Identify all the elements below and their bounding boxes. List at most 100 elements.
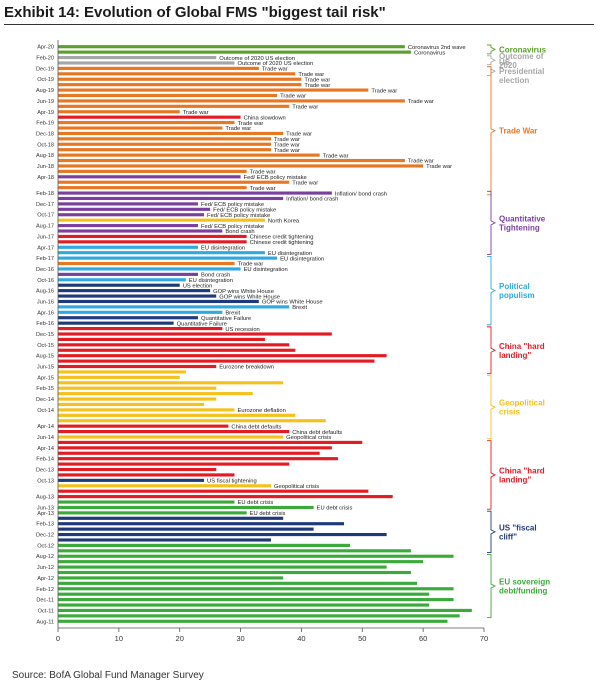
bar [58,554,454,558]
y-tick-label: Feb-19 [36,121,54,127]
bar-annotation: Fed/ ECB policy mistake [213,208,276,214]
y-tick-label: Aug-19 [36,88,54,94]
group-bracket [487,440,497,510]
bar-annotation: Inflation/ bond crash [335,191,387,197]
bar [58,397,217,401]
y-tick-label: Aug-13 [36,495,54,501]
group-label: Political populism [499,282,535,300]
y-tick-label: Oct-13 [37,478,54,484]
x-tick-label: 60 [419,634,427,643]
bar-annotation: Bond crash [201,273,230,279]
bar-annotation: Outcome of 2020 US election [219,56,295,62]
bar [58,142,271,146]
bar [58,137,271,141]
y-tick-label: Jun-13 [37,505,54,511]
bar [58,581,418,585]
bar-annotation: China debt defaults [231,424,281,430]
bar-annotation: Geopolitical crisis [286,435,331,441]
bar-annotation: Trade war [280,94,306,100]
y-tick-label: Dec-14 [36,397,54,403]
bar [58,527,314,531]
y-tick-label: Dec-15 [36,332,54,338]
bar [58,104,290,108]
bar [58,256,278,260]
y-tick-label: Aug-12 [36,554,54,560]
source-note: Source: BofA Global Fund Manager Survey [12,670,204,681]
bar-annotation: EU debt crisis [317,506,353,512]
bar-annotation: EU disintegration [201,245,245,251]
bar [58,45,405,49]
bar [58,332,332,336]
bar [58,229,223,233]
bar-annotation: Trade war [237,121,263,127]
bar-annotation: Outcome of 2020 US election [237,61,313,67]
x-tick-label: 10 [115,634,123,643]
bar [58,93,278,98]
y-tick-label: Dec-11 [36,598,54,604]
group-bracket [487,255,497,326]
bar [58,516,284,520]
bar [58,370,186,374]
bar-annotation: Geopolitical crisis [274,484,319,490]
y-tick-label: Oct-14 [37,408,54,414]
bar [58,272,198,276]
y-tick-label: Oct-19 [37,77,54,83]
bar-annotation: China slowdown [244,115,286,121]
bar [58,375,180,379]
bar-annotation: Fed/ ECB policy mistake [244,175,307,181]
bar-annotation: EU disintegration [268,251,312,257]
group-bracket [487,190,497,255]
bar [58,500,235,504]
bar [58,598,454,602]
y-tick-label: Apr-13 [37,511,54,517]
x-tick-label: 0 [56,634,60,643]
bar-annotation: Chinese credit tightening [250,235,314,241]
y-tick-label: Feb-18 [36,191,54,197]
bar [58,121,235,125]
bar [58,484,271,488]
y-tick-label: Oct-16 [37,278,54,284]
bar-annotation: EU disintegration [244,267,288,273]
bar-annotation: Trade war [371,88,397,94]
bar [58,364,217,369]
bar [58,88,369,92]
y-tick-label: Jun-12 [37,565,54,571]
y-tick-label: Apr-14 [37,424,54,430]
group-label: Trade War [499,127,537,136]
bar-annotation: Coronavirus 2nd wave [408,45,466,51]
bar [58,381,284,385]
bar [58,202,198,206]
group-label: Quantitative Tightening [499,214,546,232]
bar [58,408,235,412]
bar [58,153,320,157]
bar [58,429,290,434]
bar-annotation: EU debt crisis [237,500,273,506]
bar-annotation: Trade war [298,72,324,78]
bar [58,489,369,493]
y-tick-label: Apr-20 [37,45,54,51]
x-tick-label: 40 [297,634,305,643]
bar [58,126,223,130]
y-tick-label: Dec-19 [36,66,54,72]
bar [58,115,241,119]
bar [58,234,247,239]
group-bracket [487,66,497,196]
bar-annotation: Chinese credit tightening [250,240,314,246]
y-tick-label: Oct-12 [37,543,54,549]
y-tick-label: Apr-12 [37,576,54,582]
group-bracket [487,375,497,440]
y-tick-label: Feb-16 [36,321,54,327]
bar [58,180,290,184]
bar-annotation: Trade war [262,67,288,73]
bar-annotation: Fed/ ECB policy mistake [207,213,270,219]
bar [58,191,332,195]
bar-annotation: Trade war [274,137,300,143]
bar [58,560,424,564]
bar [58,186,247,190]
bar [58,299,259,304]
bar-annotation: Trade war [183,110,209,116]
bar [58,549,411,553]
group-label: US Presidential election [499,58,544,85]
bar-annotation: Trade war [323,153,349,159]
